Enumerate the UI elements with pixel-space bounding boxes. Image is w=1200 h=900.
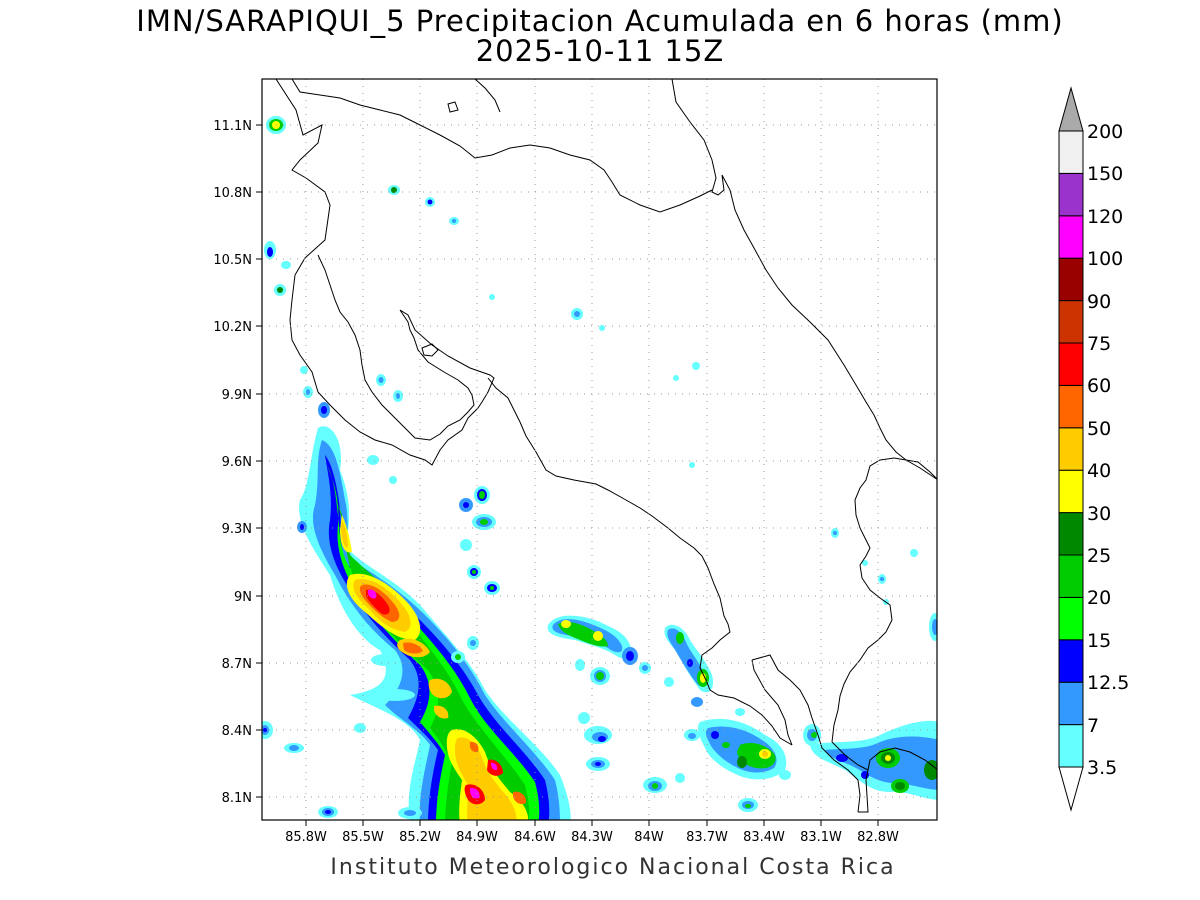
colorbar-labels: 3.5 7 12.5 15 20 25 30 40 50 60 75 90 10… — [1087, 121, 1129, 779]
colorbar-segment — [1058, 639, 1084, 683]
tick-marks — [256, 124, 879, 826]
y-tick-label: 10.5N — [213, 253, 252, 268]
y-tick-label: 8.7N — [222, 657, 252, 672]
colorbar-label: 7 — [1087, 715, 1099, 737]
colorbar-label: 90 — [1087, 291, 1111, 313]
y-tick-label: 11.1N — [213, 119, 252, 134]
y-tick-label: 9.3N — [222, 522, 252, 537]
colorbar-segment — [1058, 342, 1084, 386]
colorbar-segment — [1058, 215, 1084, 259]
y-tick-label: 8.1N — [222, 791, 252, 806]
colorbar-segment — [1058, 384, 1084, 429]
colorbar-label: 75 — [1087, 333, 1111, 355]
rain-clusters-south — [262, 615, 937, 819]
x-tick-label: 82.8W — [857, 830, 899, 845]
x-tick-label: 85.5W — [342, 830, 384, 845]
footer-credit: Instituto Meteorologico Nacional Costa R… — [330, 855, 896, 880]
colorbar: 3.5 7 12.5 15 20 25 30 40 50 60 75 90 10… — [1058, 86, 1129, 812]
colorbar-label: 25 — [1087, 545, 1111, 567]
colorbar-segment — [1058, 130, 1084, 174]
rain-band-main — [299, 426, 571, 820]
map-title: IMN/SARAPIQUI_5 Precipitacion Acumulada … — [136, 4, 1064, 38]
precipitation-field — [262, 116, 937, 820]
x-tick-label: 83.4W — [743, 830, 785, 845]
colorbar-label: 12.5 — [1087, 672, 1129, 694]
grid-lines — [262, 79, 937, 820]
colorbar-label: 60 — [1087, 375, 1111, 397]
colorbar-label: 40 — [1087, 460, 1111, 482]
colorbar-label: 120 — [1087, 206, 1123, 228]
colorbar-segment — [1058, 172, 1084, 217]
colorbar-segment — [1058, 596, 1084, 641]
y-tick-labels: 11.1N 10.8N 10.5N 10.2N 9.9N 9.6N 9.3N 9… — [213, 119, 252, 806]
colorbar-segment — [1058, 554, 1084, 598]
x-tick-label: 84.9W — [456, 830, 498, 845]
y-tick-label: 9.9N — [222, 388, 252, 403]
x-tick-labels: 85.8W 85.5W 85.2W 84.9W 84.6W 84.3W 84W … — [285, 830, 899, 845]
colorbar-label: 20 — [1087, 587, 1111, 609]
colorbar-segment — [1058, 724, 1084, 768]
x-tick-label: 83.1W — [800, 830, 842, 845]
colorbar-max-arrow — [1058, 86, 1084, 132]
y-tick-label: 10.8N — [213, 186, 252, 201]
colorbar-segments — [1058, 130, 1084, 768]
colorbar-segment — [1058, 469, 1084, 514]
colorbar-segment — [1058, 300, 1084, 344]
x-tick-label: 83.7W — [686, 830, 728, 845]
x-tick-label: 84.6W — [514, 830, 556, 845]
x-tick-label: 85.2W — [399, 830, 441, 845]
colorbar-min-arrow — [1058, 766, 1084, 812]
y-tick-label: 10.2N — [213, 320, 252, 335]
colorbar-label: 100 — [1087, 248, 1123, 270]
x-tick-label: 84.3W — [571, 830, 613, 845]
colorbar-label: 30 — [1087, 503, 1111, 525]
map-subtitle: 2025-10-11 15Z — [475, 34, 725, 68]
x-tick-label: 84W — [634, 830, 664, 845]
colorbar-label: 15 — [1087, 630, 1111, 652]
rain-cells — [264, 116, 937, 666]
colorbar-label: 200 — [1087, 121, 1123, 143]
colorbar-label: 50 — [1087, 418, 1111, 440]
y-tick-label: 8.4N — [222, 724, 252, 739]
colorbar-label: 150 — [1087, 163, 1123, 185]
colorbar-label: 3.5 — [1087, 757, 1117, 779]
colorbar-segment — [1058, 257, 1084, 302]
map-frame — [261, 78, 938, 821]
colorbar-segment — [1058, 512, 1084, 556]
coastline — [275, 79, 937, 813]
y-tick-label: 9N — [234, 590, 252, 605]
y-tick-label: 9.6N — [222, 455, 252, 470]
colorbar-segment — [1058, 427, 1084, 471]
x-tick-label: 85.8W — [285, 830, 327, 845]
colorbar-segment — [1058, 681, 1084, 726]
